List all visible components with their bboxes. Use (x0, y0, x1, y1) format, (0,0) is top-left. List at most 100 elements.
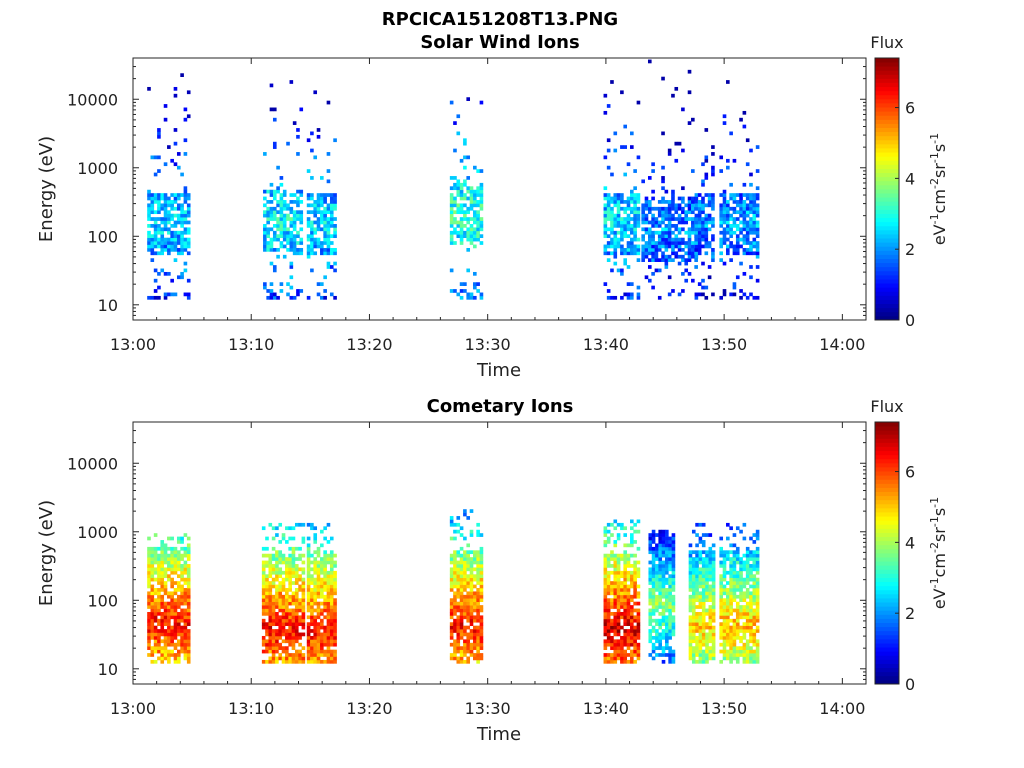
flux-cell (316, 550, 321, 555)
flux-cell (620, 90, 624, 95)
flux-cell (313, 588, 318, 592)
flux-cell (651, 588, 656, 592)
flux-cell (176, 584, 181, 589)
flux-cell (157, 611, 161, 616)
flux-cell (271, 567, 276, 572)
flux-cell (661, 584, 666, 589)
flux-cell (739, 557, 743, 561)
flux-cell (285, 653, 289, 657)
flux-cell (157, 577, 161, 582)
flux-cell (279, 234, 284, 239)
flux-cell (170, 213, 174, 218)
flux-cell (272, 210, 277, 215)
flux-cell (729, 605, 733, 609)
flux-cell (449, 601, 454, 606)
flux-cell (704, 227, 709, 232)
flux-cell (755, 553, 760, 558)
flux-cell (704, 158, 709, 163)
flux-cell (606, 642, 611, 647)
flux-cell (677, 227, 682, 232)
flux-cell (719, 625, 724, 630)
flux-cell (147, 632, 151, 637)
flux-cell (268, 639, 273, 644)
flux-cell (623, 553, 628, 558)
flux-cell (684, 230, 689, 235)
flux-cell (719, 203, 724, 208)
flux-cell (745, 230, 750, 235)
flux-cell (281, 601, 286, 606)
flux-cell (722, 605, 727, 609)
flux-cell (684, 251, 689, 256)
colorbar-segment (875, 209, 899, 214)
flux-cell (626, 560, 631, 565)
flux-cell (147, 189, 151, 194)
flux-cell (313, 560, 318, 565)
flux-cell (306, 244, 311, 249)
flux-cell (610, 220, 614, 225)
flux-cell (459, 553, 464, 558)
flux-cell (329, 625, 334, 630)
colorbar-segment (875, 647, 899, 652)
flux-cell (180, 557, 184, 561)
flux-cell (275, 553, 279, 558)
flux-cell (613, 217, 618, 221)
flux-cell (636, 629, 641, 633)
flux-cell (313, 540, 318, 544)
flux-cell (147, 635, 151, 640)
flux-cell (294, 608, 299, 613)
flux-cell (157, 646, 161, 650)
flux-cell (153, 230, 158, 235)
flux-cell (160, 581, 165, 585)
flux-cell (658, 598, 663, 603)
flux-cell (170, 553, 174, 558)
flux-cell (633, 244, 637, 249)
flux-cell (281, 553, 286, 558)
flux-cell (323, 196, 327, 201)
flux-cell (755, 588, 760, 592)
flux-cell (320, 581, 324, 585)
colorbar-segment (875, 422, 899, 427)
flux-cell (476, 550, 480, 555)
flux-cell (326, 553, 331, 558)
flux-cell (306, 574, 311, 579)
flux-cell (722, 649, 727, 654)
flux-cell (722, 601, 727, 606)
flux-cell (150, 247, 155, 252)
flux-cell (603, 653, 608, 657)
flux-cell (705, 639, 709, 644)
flux-cell (626, 227, 631, 232)
flux-cell (729, 557, 733, 561)
flux-cell (688, 553, 693, 558)
flux-cell (266, 220, 270, 225)
flux-cell (647, 234, 652, 239)
flux-cell (620, 522, 624, 527)
flux-cell (153, 289, 158, 293)
flux-cell (294, 581, 299, 585)
flux-cell (459, 591, 464, 596)
flux-cell (651, 629, 656, 633)
flux-cell (167, 217, 171, 221)
flux-cell (323, 237, 327, 242)
flux-cell (726, 618, 730, 623)
flux-cell (698, 570, 703, 575)
flux-cell (173, 553, 178, 558)
flux-cell (476, 237, 480, 242)
flux-cell (613, 618, 618, 623)
flux-cell (306, 522, 311, 527)
flux-cell (726, 230, 730, 235)
flux-cell (329, 594, 334, 599)
flux-cell (726, 594, 730, 599)
flux-cell (150, 234, 155, 239)
flux-cell (456, 234, 461, 239)
flux-cell (630, 533, 634, 537)
flux-cell (636, 635, 641, 640)
flux-cell (329, 553, 334, 558)
flux-cell (606, 138, 611, 143)
flux-cell (186, 577, 191, 582)
flux-cell (603, 570, 608, 575)
flux-cell (466, 543, 471, 548)
flux-cell (691, 632, 696, 637)
flux-cell (651, 540, 656, 544)
flux-cell (163, 213, 168, 218)
flux-cell (623, 629, 628, 633)
